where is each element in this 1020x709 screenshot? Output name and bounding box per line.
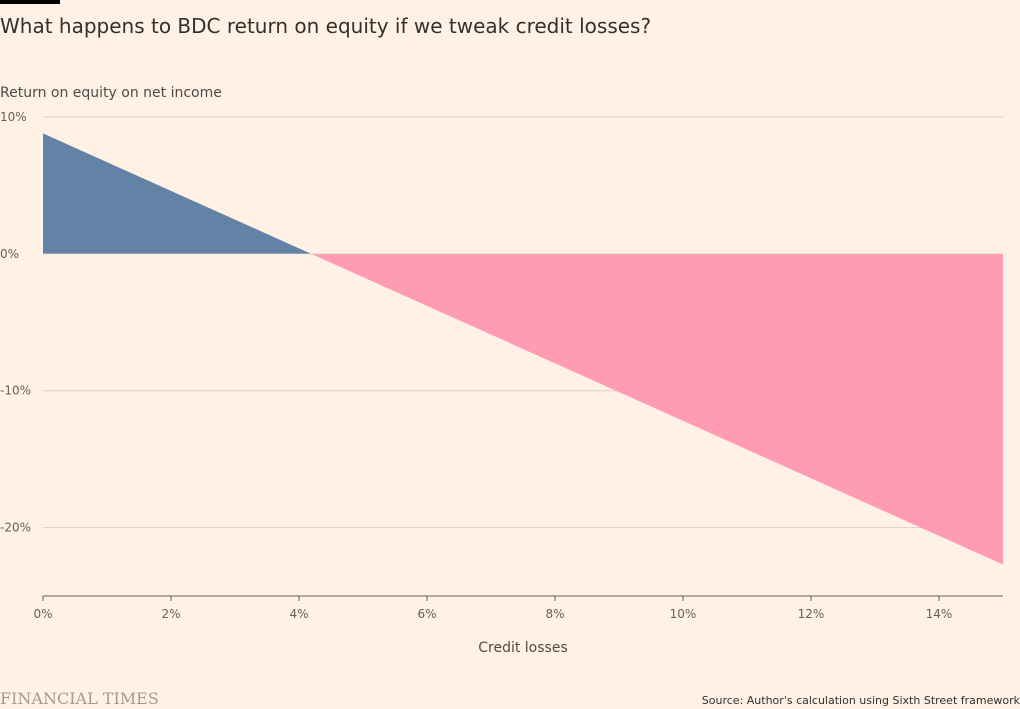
x-tick-label: 10% xyxy=(670,607,697,621)
x-tick-label: 8% xyxy=(545,607,564,621)
y-tick-label: 0% xyxy=(0,247,19,261)
x-axis-label: Credit losses xyxy=(478,640,568,656)
source-note: Source: Author's calculation using Sixth… xyxy=(701,694,1020,707)
y-tick-label: -20% xyxy=(0,521,31,535)
y-tick-label: -10% xyxy=(0,384,31,398)
x-tick-label: 14% xyxy=(926,607,953,621)
x-tick-label: 6% xyxy=(417,607,436,621)
y-tick-label: 10% xyxy=(0,110,27,124)
brand-accent-bar xyxy=(0,0,60,4)
y-axis-label: Return on equity on net income xyxy=(0,85,222,101)
chart-title: What happens to BDC return on equity if … xyxy=(0,14,652,38)
positive-area xyxy=(43,133,312,254)
x-tick-label: 12% xyxy=(798,607,825,621)
negative-area xyxy=(311,253,1003,565)
x-tick-label: 0% xyxy=(33,607,52,621)
x-tick-label: 4% xyxy=(289,607,308,621)
ft-logo: FINANCIAL TIMES xyxy=(0,689,159,708)
x-tick-label: 2% xyxy=(161,607,180,621)
